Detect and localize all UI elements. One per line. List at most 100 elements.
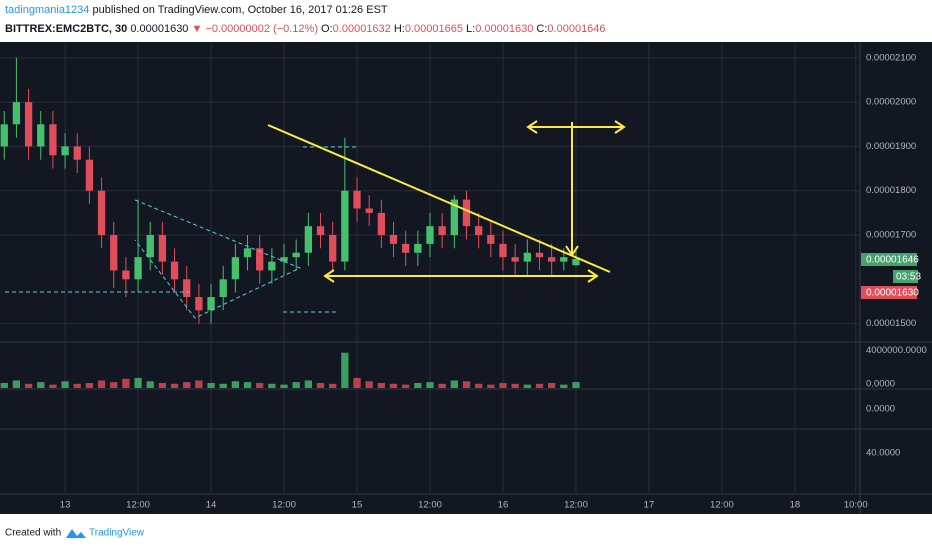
candle-body: [12, 102, 21, 125]
footer-brand[interactable]: TradingView: [89, 528, 145, 539]
volume-bar: [377, 382, 385, 388]
candle-body: [438, 226, 446, 236]
ohlc-h-label: H:: [394, 23, 405, 35]
y-tick-label: 0.00001800: [866, 185, 916, 196]
candle-body: [316, 226, 325, 236]
candle-body: [389, 235, 398, 244]
volume-bar: [353, 377, 361, 388]
low-price-tag: [861, 286, 917, 299]
volume-bar: [329, 383, 337, 388]
volume-bar: [122, 378, 130, 388]
x-tick-label: 12:00: [710, 500, 734, 511]
volume-bar: [316, 382, 325, 388]
logo: [66, 529, 86, 538]
volume-bar: [438, 383, 446, 388]
volume-bar: [170, 383, 179, 388]
candle-body: [110, 235, 118, 271]
candle-body: [219, 279, 227, 298]
y-tick-label: 0.00002000: [866, 97, 916, 108]
ohlc-o-label: O:: [321, 23, 333, 35]
volume-bar: [365, 381, 373, 388]
candle-body: [560, 257, 568, 262]
ohlc-c: 0.00001646: [547, 23, 605, 35]
symbol: BITTREX:EMC2BTC, 30: [5, 23, 127, 35]
volume-tick-label: 0.0000: [866, 379, 895, 390]
candle-body: [0, 124, 8, 147]
volume-bar: [523, 384, 531, 388]
author[interactable]: tadingmania1234: [5, 4, 89, 16]
indicator-label: 0.0000: [866, 404, 895, 415]
candle-body: [256, 248, 264, 271]
candle-body: [49, 124, 57, 156]
candle-body: [329, 235, 337, 262]
candle-body: [572, 258, 580, 266]
candle-body: [450, 199, 458, 236]
change: ▼ −0.00000002 (−0.12%): [192, 23, 318, 35]
candle-body: [85, 159, 94, 191]
volume-bar: [280, 384, 288, 388]
candle-body: [24, 102, 33, 147]
pane-borders: [0, 42, 932, 514]
candle-body: [547, 257, 556, 262]
volume-bar: [207, 382, 215, 388]
volume-bar: [402, 384, 410, 388]
volume-bar: [24, 383, 33, 388]
header-line: tadingmania1234 published on TradingView…: [5, 4, 388, 16]
volume-bar: [183, 382, 191, 388]
candle-body: [499, 243, 507, 258]
candle-body: [231, 257, 240, 280]
volume-bar: [341, 352, 349, 388]
volume-bar: [219, 383, 227, 388]
x-tick-label: 12:00: [564, 500, 588, 511]
volume-bar: [37, 382, 45, 388]
candle-body: [304, 226, 313, 253]
candle-body: [158, 235, 167, 262]
volume-bar: [547, 382, 556, 388]
candle-body: [535, 252, 544, 258]
chart-background: [0, 42, 932, 514]
low-price: 0.00001630: [866, 288, 919, 299]
last-price-tag: [861, 253, 917, 266]
volume-bar: [146, 381, 154, 388]
volume-bar: [426, 382, 434, 388]
candle-body: [487, 235, 495, 244]
price: 0.00001630: [130, 23, 188, 35]
candle-body: [268, 261, 276, 271]
volume-bar: [12, 380, 21, 388]
candle-body: [341, 190, 349, 262]
volume-bar: [560, 384, 568, 388]
volume-bar: [268, 383, 276, 388]
candle-body: [475, 226, 483, 236]
triangle-annotation: [267, 120, 626, 283]
plot: 0.00002100 0.00002000 0.00001900 0.00001800…: [0, 42, 927, 511]
candle-body: [377, 212, 385, 236]
volume-bar: [158, 382, 167, 388]
candle-body: [61, 146, 69, 156]
candle-body: [292, 252, 300, 258]
volume-bar: [0, 382, 8, 388]
volume-bar: [195, 380, 203, 388]
footer-created: Created with: [5, 528, 61, 539]
candle-body: [280, 257, 288, 262]
volume-bar: [511, 383, 519, 388]
candle-body: [37, 124, 45, 147]
y-tick-label: 0.00001900: [866, 141, 916, 152]
volume-bar: [414, 382, 422, 388]
volume-bar: [499, 382, 507, 388]
published: published on TradingView.com, October 16…: [92, 4, 387, 16]
last-price: 0.00001646: [866, 255, 919, 266]
x-tick-label: 17: [644, 500, 655, 511]
candle-body: [523, 252, 531, 262]
volume-bar: [450, 380, 458, 388]
volume-bar: [97, 380, 106, 388]
symbol-line: BITTREX:EMC2BTC, 30 0.00001630 ▼ −0.0000…: [5, 23, 606, 35]
y-tick-label: 0.00001500: [866, 318, 916, 329]
x-tick-label: 12:00: [418, 500, 442, 511]
volume-bar: [535, 383, 544, 388]
volume-bar: [256, 382, 264, 388]
countdown: 03:53: [896, 272, 921, 283]
ohlc-h: 0.00001665: [405, 23, 463, 35]
x-tick-label: 10:00: [844, 500, 868, 511]
